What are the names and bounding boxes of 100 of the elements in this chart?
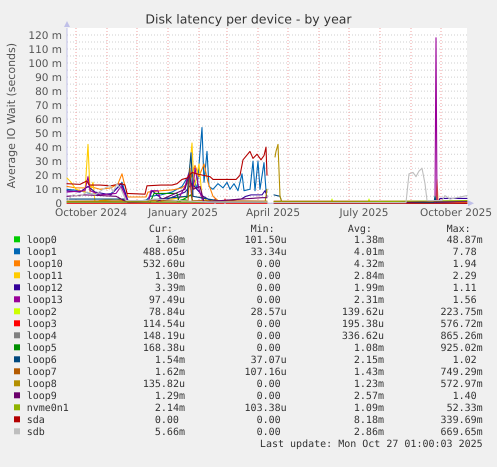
text: 168.38u: [142, 342, 185, 354]
y-tick-label: 50 m: [35, 128, 62, 140]
legend-label: loop12: [26, 282, 63, 294]
text: 52.33m: [446, 402, 483, 414]
text: 1.40: [452, 390, 477, 402]
legend-label: loop0: [26, 234, 57, 246]
x-tick-label: October 2024: [54, 207, 128, 219]
text: 4.01m: [354, 246, 384, 258]
text: 576.72m: [440, 318, 483, 330]
y-tick-label: 100 m: [28, 58, 62, 70]
legend-label: loop6: [26, 354, 57, 366]
text: 1.60m: [154, 234, 185, 246]
text: 1.99m: [354, 282, 384, 294]
text: 101.50u: [244, 234, 287, 246]
text: Cur:: [148, 224, 173, 235]
text: 0.00: [256, 282, 281, 294]
text: 107.16u: [244, 366, 287, 378]
legend-label: loop11: [26, 270, 63, 282]
text: 1.30m: [154, 270, 185, 282]
legend-label: loop3: [26, 318, 57, 330]
text: 97.49u: [148, 294, 185, 306]
y-tick-label: 30 m: [35, 156, 62, 168]
text: Last update: Mon Oct 27 01:00:03 2025: [260, 439, 483, 450]
text: 1.56: [452, 294, 477, 306]
text: 33.34u: [250, 246, 287, 258]
text: 2.31m: [354, 294, 384, 306]
text: 1.11: [452, 282, 477, 294]
x-tick-label: April 2025: [246, 207, 300, 219]
text: 0.00: [256, 414, 281, 426]
legend-label: loop9: [26, 390, 57, 402]
text: 0.00: [256, 426, 281, 438]
text: 0.00: [256, 270, 281, 282]
text: 0.00: [256, 258, 281, 270]
text: 1.09m: [354, 402, 384, 414]
y-axis-title: Average IO Wait (seconds): [5, 42, 18, 188]
text: 1.23m: [354, 378, 384, 390]
text: 0.00: [256, 342, 281, 354]
legend-label: loop4: [26, 330, 57, 342]
text: 1.38m: [354, 234, 384, 246]
y-tick-label: 40 m: [35, 142, 62, 154]
text: 865.26m: [440, 330, 483, 342]
text: 0.00: [256, 330, 281, 342]
legend-label: loop1: [26, 246, 57, 258]
text: 925.02m: [440, 342, 483, 354]
text: 139.62u: [342, 306, 384, 318]
text: Avg:: [348, 224, 372, 235]
legend-label: loop7: [26, 366, 57, 378]
text: 1.54m: [154, 354, 185, 366]
y-tick-label: 110 m: [28, 44, 62, 56]
y-tick-label: 70 m: [35, 100, 62, 112]
text: 223.75m: [440, 306, 483, 318]
chart-title: Disk latency per device - by year: [145, 12, 352, 26]
text: 339.69m: [440, 414, 483, 426]
text: 37.07u: [250, 354, 287, 366]
text: 2.57m: [354, 390, 384, 402]
legend-label: loop13: [26, 294, 63, 306]
text: 5.66m: [154, 426, 185, 438]
text: 1.43m: [354, 366, 384, 378]
text: 48.87m: [446, 234, 483, 246]
text: 78.84u: [148, 306, 185, 318]
text: 1.94: [452, 258, 477, 270]
legend-label: loop10: [26, 258, 63, 270]
text: 1.02: [452, 354, 477, 366]
text: 4.32m: [354, 258, 384, 270]
text: 7.78: [452, 246, 477, 258]
text: 0.00: [154, 414, 179, 426]
x-tick-label: January 2025: [147, 207, 218, 219]
text: Min:: [250, 224, 275, 235]
text: 532.60u: [142, 258, 185, 270]
y-tick-label: 60 m: [35, 114, 62, 126]
text: 488.05u: [142, 246, 185, 258]
text: 0.00: [256, 318, 281, 330]
y-tick-label: 20 m: [35, 170, 62, 182]
y-tick-label: 120 m: [28, 30, 62, 42]
text: 1.29m: [154, 390, 185, 402]
text: 749.29m: [440, 366, 483, 378]
text: 2.84m: [354, 270, 384, 282]
legend-label: loop8: [26, 378, 57, 390]
text: 2.29: [452, 270, 477, 282]
text: Max:: [446, 224, 471, 235]
text: 148.19u: [142, 330, 185, 342]
text: 0.00: [256, 390, 281, 402]
x-tick-label: October 2025: [420, 207, 492, 219]
y-tick-label: 80 m: [35, 86, 62, 98]
text: 114.54u: [142, 318, 185, 330]
text: 135.82u: [142, 378, 185, 390]
text: 2.86m: [354, 426, 384, 438]
text: 8.18m: [354, 414, 384, 426]
y-tick-label: 90 m: [35, 72, 62, 84]
text: 103.38u: [244, 402, 287, 414]
text: 0.00: [256, 294, 281, 306]
text: 2.15m: [354, 354, 384, 366]
text: 28.57u: [250, 306, 287, 318]
text: 0.00: [256, 378, 281, 390]
legend-label: loop5: [26, 342, 57, 354]
text: 336.62u: [342, 330, 384, 342]
text: 1.62m: [154, 366, 185, 378]
legend-label: sdb: [26, 426, 45, 438]
legend-label: loop2: [26, 306, 57, 318]
text: 1.08m: [354, 342, 384, 354]
